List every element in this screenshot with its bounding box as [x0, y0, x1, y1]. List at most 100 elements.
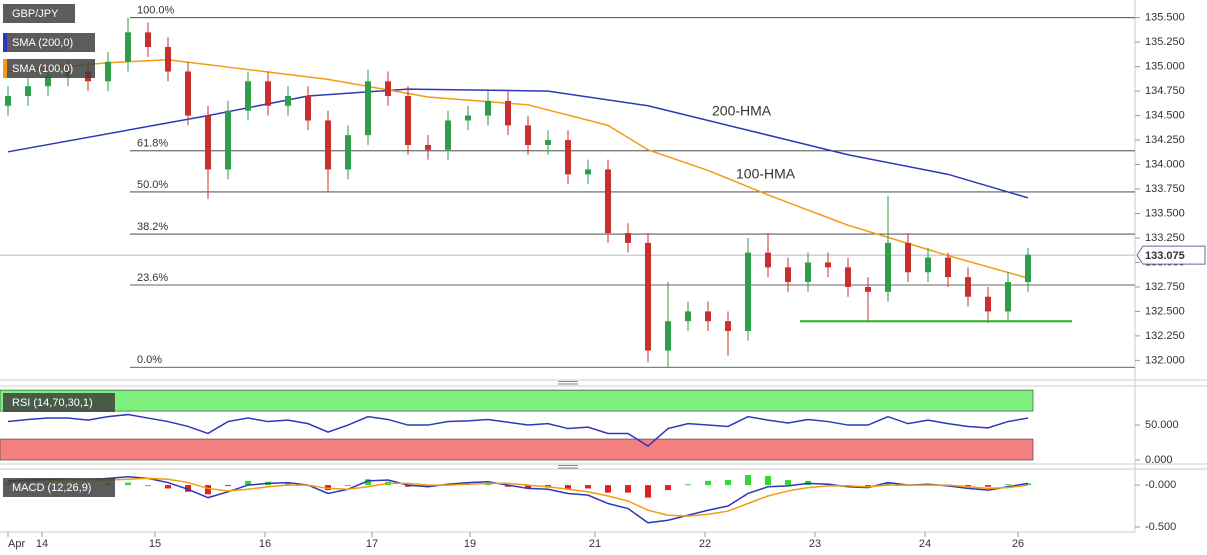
x-tick-label: 16	[259, 538, 271, 550]
legend-label: SMA (200,0)	[12, 37, 73, 49]
y-tick-label: 132.500	[1145, 305, 1185, 317]
y-tick-label: 0.000	[1145, 454, 1173, 466]
candle-body	[945, 257, 951, 278]
candle-body	[625, 233, 631, 243]
candle-body	[5, 96, 11, 106]
x-tick-label: 22	[699, 538, 711, 550]
histogram-bar	[885, 482, 891, 486]
candle-body	[985, 296, 991, 312]
histogram-bar	[1025, 483, 1031, 486]
ma-line	[7, 59, 1029, 279]
candle-body	[285, 96, 291, 106]
y-tick-label: -0.000	[1145, 479, 1176, 491]
candle-body	[345, 135, 351, 170]
x-tick-label: 21	[589, 538, 601, 550]
candle-body	[125, 32, 131, 62]
candle-body	[185, 71, 191, 116]
candle-body	[25, 86, 31, 96]
candle-body	[685, 311, 691, 322]
candle-body	[765, 252, 771, 268]
histogram-bar	[565, 485, 571, 490]
legend-label: GBP/JPY	[12, 8, 59, 20]
last-price-label: 133.075	[1145, 250, 1185, 262]
candle-body	[665, 321, 671, 351]
candle-body	[385, 81, 391, 96]
candle-body	[465, 115, 471, 121]
candle-body	[405, 96, 411, 145]
candle-body	[725, 321, 731, 331]
candle-body	[545, 140, 551, 145]
histogram-bar	[485, 483, 491, 486]
histogram-bar	[125, 482, 131, 486]
histogram-bar	[705, 480, 711, 486]
y-tick-label: 50.000	[1145, 419, 1179, 431]
fib-label: 23.6%	[137, 272, 168, 284]
candle-body	[445, 120, 451, 150]
y-tick-label: 134.750	[1145, 85, 1185, 97]
macd-line	[7, 475, 1029, 524]
histogram-bar	[785, 480, 791, 486]
candle-body	[585, 169, 591, 175]
y-tick-label: -0.500	[1145, 521, 1176, 533]
x-tick-label: 24	[919, 538, 931, 550]
histogram-bar	[865, 485, 871, 487]
legend-label: MACD (12,26,9)	[12, 482, 91, 494]
candle-body	[145, 32, 151, 48]
legend-box	[3, 478, 115, 497]
histogram-bar	[505, 485, 511, 487]
candle-body	[845, 267, 851, 287]
resize-handle	[558, 381, 578, 469]
histogram-bar	[145, 485, 151, 487]
fib-label: 38.2%	[137, 221, 168, 233]
candle-body	[105, 61, 111, 82]
y-tick-label: 135.250	[1145, 36, 1185, 48]
candle-body	[485, 100, 491, 116]
candle-body	[325, 120, 331, 170]
fib-label: 100.0%	[137, 5, 175, 17]
candle-body	[905, 242, 911, 273]
candle-body	[525, 125, 531, 145]
annotation: 200-HMA	[712, 103, 772, 119]
candle-body	[705, 311, 711, 322]
histogram-bar	[225, 485, 231, 487]
y-tick-label: 133.250	[1145, 232, 1185, 244]
y-tick-label: 135.500	[1145, 12, 1185, 24]
candle-body	[165, 47, 171, 72]
fib-label: 61.8%	[137, 138, 168, 150]
candle-body	[205, 115, 211, 170]
legend-box	[3, 393, 115, 412]
legend-label: SMA (100,0)	[12, 63, 73, 75]
legend-box	[3, 59, 95, 78]
candle-body	[885, 242, 891, 292]
histogram-bar	[645, 485, 651, 498]
histogram-bar	[585, 485, 591, 489]
x-tick-label: Apr	[8, 538, 25, 550]
candle-body	[425, 144, 431, 150]
y-tick-label: 132.250	[1145, 330, 1185, 342]
x-tick-label: 14	[36, 538, 48, 550]
histogram-bar	[685, 484, 691, 486]
histogram-bar	[325, 485, 331, 491]
candle-body	[965, 277, 971, 297]
y-tick-label: 132.000	[1145, 354, 1185, 366]
histogram-bar	[745, 475, 751, 486]
legend-swatch	[3, 59, 7, 78]
histogram-bar	[765, 475, 771, 486]
histogram-bar	[625, 485, 631, 493]
histogram-bar	[985, 485, 991, 487]
candle-body	[1005, 282, 1011, 312]
histogram-bar	[185, 485, 191, 492]
x-tick-label: 26	[1012, 538, 1024, 550]
candle-body	[45, 76, 51, 87]
histogram-bar	[665, 485, 671, 491]
legend-box	[3, 33, 95, 52]
candle-body	[305, 96, 311, 121]
y-tick-label: 133.750	[1145, 183, 1185, 195]
histogram-bar	[165, 485, 171, 489]
candle-body	[265, 81, 271, 106]
legend-label: RSI (14,70,30,1)	[12, 397, 93, 409]
y-tick-label: 133.500	[1145, 207, 1185, 219]
rsi-line	[7, 413, 1029, 447]
